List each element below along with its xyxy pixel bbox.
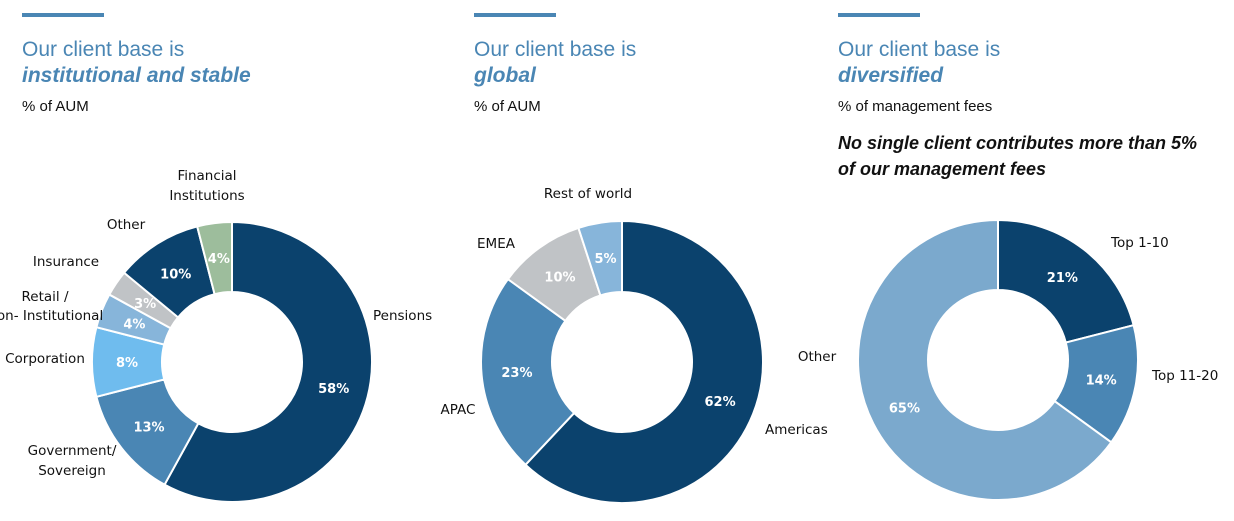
donut-slice (857, 218, 1113, 501)
slice-value-label: 10% (544, 271, 575, 286)
panel-diversified: Our client base is diversified % of mana… (838, 0, 1234, 521)
slice-value-label: 5% (594, 252, 616, 267)
panel-title-line2: global (474, 64, 536, 87)
slice-value-label: 58% (318, 382, 349, 397)
donut-slice (577, 219, 623, 297)
slice-category-label: Financial (177, 168, 236, 184)
slice-category-label: Other (107, 217, 146, 233)
donut-chart-3: 21% Top 1-10 14% Top 11-20 65% Other (798, 218, 1218, 501)
slice-value-label: 65% (889, 402, 920, 417)
slice-category-label: Corporation (5, 351, 85, 367)
slice-category-label: Rest of world (544, 186, 632, 202)
slice-category-label: Government/ (28, 443, 117, 459)
panel-global: Our client base is global % of AUM (474, 0, 814, 521)
slice-value-label: 14% (1086, 374, 1117, 389)
slice-category-label: Institutions (169, 188, 244, 204)
slice-category-label: APAC (441, 402, 476, 418)
panel-subtitle: % of AUM (474, 98, 541, 115)
accent-bar (838, 13, 920, 17)
donut-slice (480, 277, 576, 467)
donut-slice (195, 220, 233, 296)
donut-slice (163, 220, 373, 503)
panel-subtitle: % of management fees (838, 98, 993, 115)
slice-value-label: 21% (1047, 271, 1078, 286)
accent-bar (22, 13, 104, 17)
slice-category-label: Insurance (33, 254, 99, 270)
slice-category-label: Other (798, 349, 837, 365)
panel-title-line2: diversified (838, 64, 944, 87)
slice-category-label: EMEA (477, 236, 516, 252)
slice-value-label: 3% (134, 297, 156, 312)
slice-value-label: 62% (705, 395, 736, 410)
slice-value-label: 8% (116, 356, 138, 371)
client-concentration-note: No single client contributes more than 5… (838, 130, 1218, 182)
panel-subtitle: % of AUM (22, 98, 89, 115)
slice-value-label: 4% (208, 252, 230, 267)
panel-title-line1: Our client base is (838, 38, 1001, 61)
donut-chart-2: 62% Americas 23% APAC 10% EMEA 5% Rest of world (441, 186, 828, 504)
slice-category-label: Pensions (373, 308, 432, 324)
panel-title-line1: Our client base is (474, 38, 637, 61)
donut-chart-1: 58% Pensions 13% Government/Sovereign 8% Corp… (0, 168, 432, 503)
panel-title-line2: institutional and stable (22, 64, 251, 87)
slice-category-label: Sovereign (38, 463, 106, 479)
slice-category-label: Non- Institutional (0, 308, 103, 324)
slice-category-label: Top 1-10 (1110, 235, 1169, 251)
note-highlight: 5% (1171, 133, 1198, 153)
note-text-end: of our management fees (838, 159, 1047, 179)
accent-bar (474, 13, 556, 17)
donut-slice (524, 219, 764, 504)
slice-category-label: Retail / (22, 289, 69, 305)
slice-category-label: Americas (765, 422, 828, 438)
donut-slice (997, 218, 1135, 344)
slice-value-label: 23% (501, 366, 532, 381)
slice-category-label: Top 11-20 (1151, 368, 1218, 384)
slice-value-label: 4% (123, 317, 145, 332)
panel-title-line1: Our client base is (22, 38, 185, 61)
panel-institutional: Our client base is institutional and sta… (22, 0, 442, 521)
note-text-start: No single client contributes more than (838, 133, 1172, 153)
slice-value-label: 13% (133, 420, 164, 435)
slice-value-label: 10% (160, 267, 191, 282)
